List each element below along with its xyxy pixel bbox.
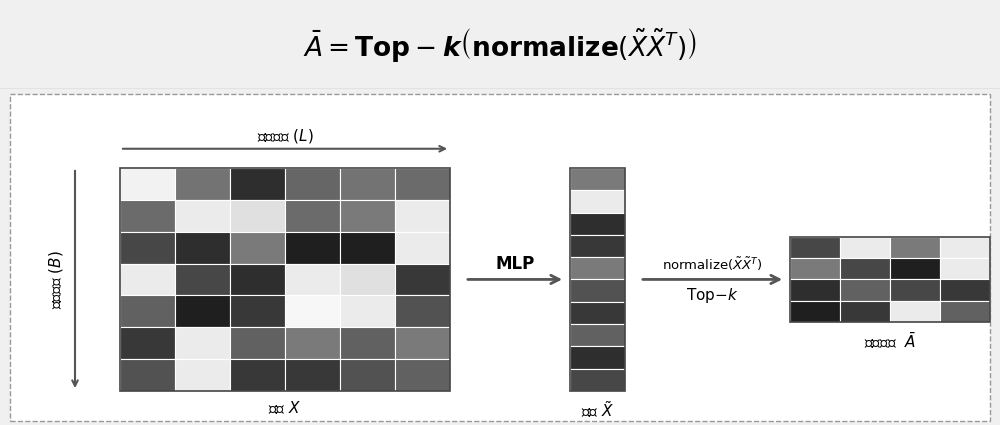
Bar [340, 359, 395, 391]
Bar [570, 168, 625, 190]
Bar [120, 359, 175, 391]
Bar [340, 327, 395, 359]
Bar [570, 235, 625, 257]
Bar [790, 301, 840, 322]
Bar [285, 359, 340, 391]
Bar [570, 369, 625, 391]
Bar [285, 200, 340, 232]
Text: normalize$(\tilde{X}\tilde{X}^T)$: normalize$(\tilde{X}\tilde{X}^T)$ [662, 255, 763, 273]
Bar [570, 190, 625, 212]
Bar [940, 237, 990, 258]
Bar [570, 168, 625, 391]
Bar [570, 212, 625, 235]
Bar [395, 295, 450, 327]
Bar [395, 200, 450, 232]
Bar [840, 258, 890, 280]
Text: Top$-k$: Top$-k$ [686, 286, 739, 305]
Bar [230, 232, 285, 264]
Bar [120, 232, 175, 264]
Bar [940, 280, 990, 301]
Bar [175, 168, 230, 200]
Bar [395, 168, 450, 200]
Bar [940, 301, 990, 322]
Bar [285, 168, 340, 200]
Text: $\bar{A}=\mathbf{Top}-\boldsymbol{k}\left(\mathbf{normalize}(\tilde{X}\tilde{X}^: $\bar{A}=\mathbf{Top}-\boldsymbol{k}\lef… [303, 26, 697, 64]
Text: 输出 $\tilde{X}$: 输出 $\tilde{X}$ [581, 400, 614, 420]
Bar [230, 264, 285, 295]
Bar [940, 258, 990, 280]
Bar [570, 324, 625, 346]
Bar [285, 295, 340, 327]
Bar [570, 346, 625, 369]
Bar [285, 264, 340, 295]
Bar [120, 264, 175, 295]
Bar [120, 327, 175, 359]
Bar [340, 200, 395, 232]
Bar [340, 232, 395, 264]
Text: 邻接矩阵  $\bar{A}$: 邻接矩阵 $\bar{A}$ [864, 331, 916, 350]
Bar [230, 359, 285, 391]
Bar [840, 280, 890, 301]
Bar [395, 264, 450, 295]
Bar [175, 264, 230, 295]
Text: 信号长度 $(L)$: 信号长度 $(L)$ [257, 128, 313, 145]
Bar [230, 200, 285, 232]
Bar [790, 237, 990, 322]
Text: MLP: MLP [495, 255, 535, 273]
Bar [175, 327, 230, 359]
Bar [570, 280, 625, 302]
Bar [790, 258, 840, 280]
Bar [570, 302, 625, 324]
Bar [890, 237, 940, 258]
Text: 输入 $X$: 输入 $X$ [268, 400, 302, 416]
Bar [840, 237, 890, 258]
Bar [890, 258, 940, 280]
Bar [395, 359, 450, 391]
Bar [890, 301, 940, 322]
Bar [175, 295, 230, 327]
Bar [790, 280, 840, 301]
Bar [230, 327, 285, 359]
Bar [890, 280, 940, 301]
Bar [285, 327, 340, 359]
Bar [340, 264, 395, 295]
Bar [340, 168, 395, 200]
Bar [175, 200, 230, 232]
Bar [120, 295, 175, 327]
Text: 样本数量 $\mathit{(B)}$: 样本数量 $\mathit{(B)}$ [47, 250, 65, 309]
Bar [120, 168, 175, 200]
Bar [340, 295, 395, 327]
Bar [285, 232, 340, 264]
Bar [230, 168, 285, 200]
Bar [570, 257, 625, 280]
Bar [840, 301, 890, 322]
Bar [120, 168, 450, 391]
Bar [120, 200, 175, 232]
Bar [395, 232, 450, 264]
Bar [395, 327, 450, 359]
Bar [175, 232, 230, 264]
Bar [230, 295, 285, 327]
Bar [175, 359, 230, 391]
Bar [790, 237, 840, 258]
